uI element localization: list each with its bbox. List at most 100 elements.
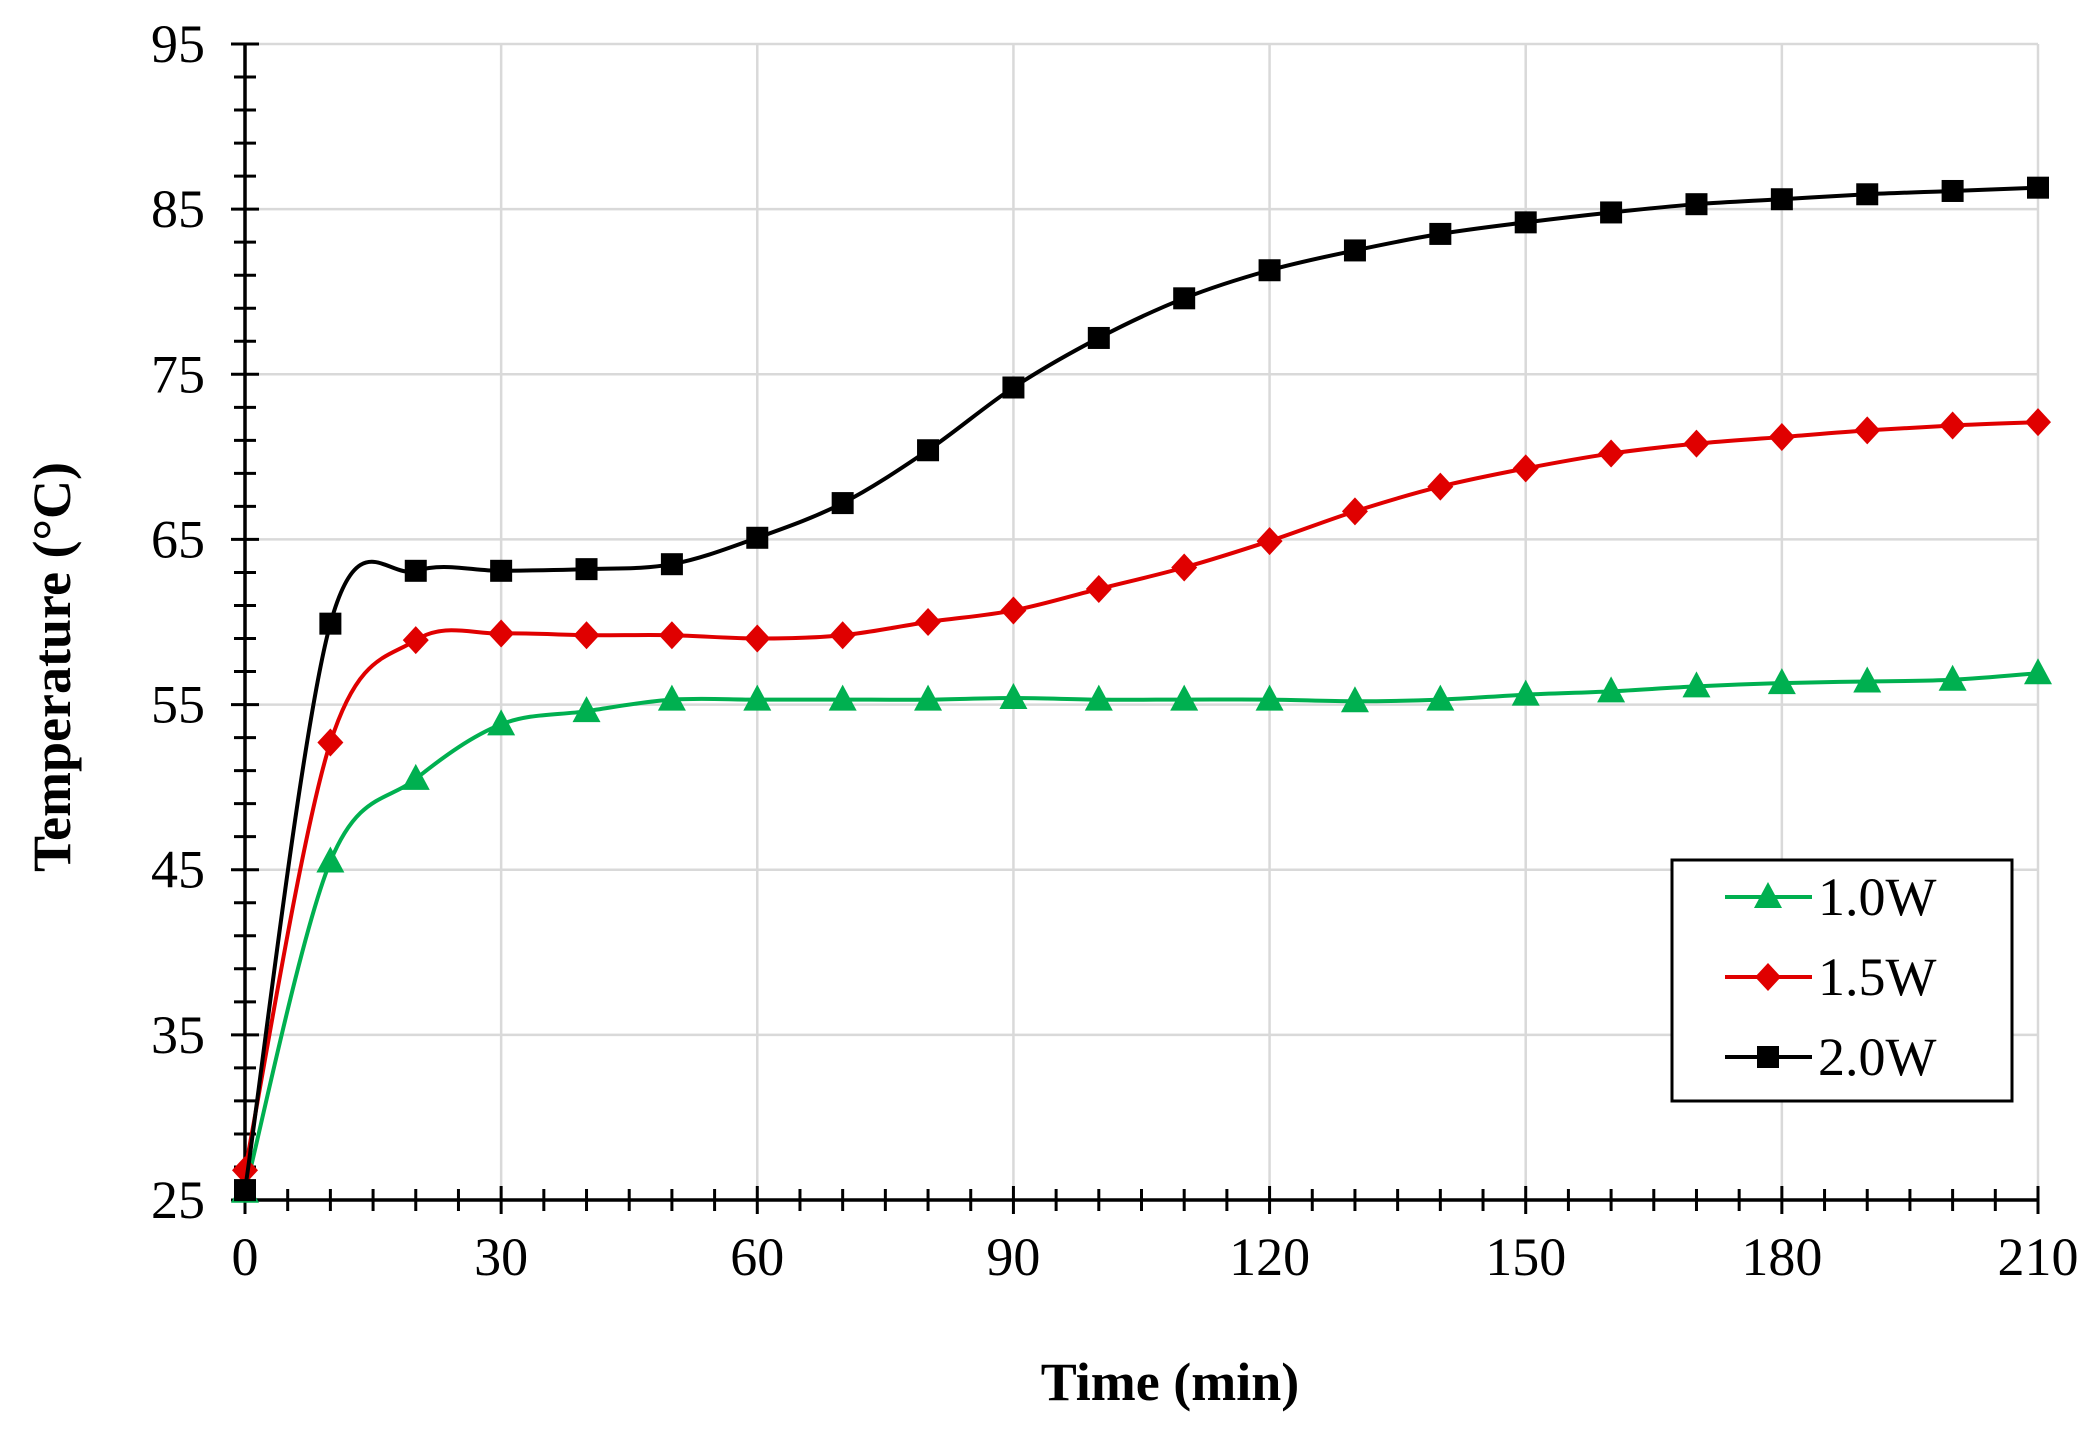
y-tick-label: 35 — [151, 1005, 205, 1065]
y-tick-label: 55 — [151, 675, 205, 735]
data-point-2-0w — [1941, 179, 1964, 202]
data-point-1-0w — [914, 684, 943, 711]
y-tick-label: 85 — [151, 179, 205, 239]
data-point-2-0w — [1856, 183, 1879, 206]
data-point-1-0w — [401, 763, 430, 790]
data-point-1-5w — [1427, 472, 1454, 501]
data-point-1-0w — [657, 684, 686, 711]
data-point-1-5w — [402, 626, 429, 655]
data-point-1-5w — [1171, 553, 1198, 582]
data-point-2-0w — [746, 526, 769, 549]
data-point-1-5w — [658, 621, 685, 650]
data-point-1-5w — [1000, 596, 1027, 625]
y-tick-label: 95 — [151, 14, 205, 74]
data-point-1-5w — [1683, 429, 1710, 458]
data-point-1-0w — [2024, 658, 2052, 685]
legend: 1.0W 1.5W 2.0W — [1670, 858, 2014, 1103]
legend-marker-1-5w — [1755, 963, 1781, 991]
series-line-2-0w — [243, 185, 2039, 1191]
data-point-2-0w — [2027, 176, 2049, 199]
legend-item-1-5w: 1.5W — [1725, 947, 1937, 1007]
data-point-1-5w — [573, 621, 600, 650]
data-point-2-0w — [1600, 201, 1623, 224]
legend-label-1-0w: 1.0W — [1818, 867, 1937, 927]
data-point-2-0w — [1002, 376, 1025, 399]
data-point-2-0w — [490, 559, 513, 582]
data-point-1-0w — [1853, 666, 1882, 693]
data-point-2-0w — [660, 553, 683, 576]
legend-item-2-0w: 2.0W — [1725, 1027, 1937, 1087]
data-point-1-0w — [828, 684, 857, 711]
data-point-1-0w — [1597, 676, 1626, 703]
legend-label-2-0w: 2.0W — [1818, 1027, 1937, 1087]
y-tick-label: 65 — [151, 509, 205, 569]
series-2-0w — [234, 176, 2049, 1202]
data-point-1-5w — [2025, 408, 2051, 437]
data-point-2-0w — [1343, 239, 1366, 262]
data-point-2-0w — [1685, 193, 1708, 216]
data-point-1-0w — [572, 696, 601, 723]
data-point-1-5w — [1085, 574, 1112, 603]
x-tick-label: 90 — [986, 1227, 1040, 1287]
grid-lines — [245, 42, 2040, 1200]
x-tick-label: 180 — [1741, 1227, 1822, 1287]
data-point-1-0w — [1938, 664, 1967, 691]
data-point-1-0w — [743, 684, 772, 711]
data-point-1-0w — [1682, 671, 1711, 698]
data-point-2-0w — [234, 1179, 256, 1202]
data-point-1-5w — [488, 619, 515, 648]
data-point-1-5w — [915, 608, 942, 636]
x-tick-label: 150 — [1485, 1227, 1566, 1287]
series-1-0w — [231, 658, 2052, 1203]
data-point-1-5w — [1768, 423, 1795, 452]
data-point-2-0w — [831, 492, 854, 515]
data-point-1-0w — [999, 682, 1028, 709]
data-point-1-0w — [1767, 668, 1796, 695]
data-point-1-0w — [1170, 684, 1199, 711]
x-tick-label: 210 — [1998, 1227, 2079, 1287]
legend-box — [1670, 858, 2014, 1103]
tick-labels: 0 30 60 90 120 150 180 210 25 35 45 55 65 75 85 95 — [151, 14, 2079, 1287]
legend-label-1-5w: 1.5W — [1818, 947, 1937, 1007]
data-point-1-5w — [232, 1156, 258, 1185]
data-point-1-5w — [1512, 454, 1539, 483]
data-point-1-0w — [487, 709, 516, 736]
y-tick-label: 75 — [151, 344, 205, 404]
series-1-5w — [232, 408, 2051, 1185]
data-point-2-0w — [1429, 222, 1452, 245]
y-tick-label: 45 — [151, 840, 205, 900]
data-point-1-5w — [317, 728, 344, 757]
data-point-1-5w — [1939, 411, 1966, 440]
data-point-2-0w — [404, 559, 427, 582]
data-point-2-0w — [1258, 259, 1281, 282]
data-point-2-0w — [1173, 287, 1196, 310]
x-tick-label: 120 — [1229, 1227, 1310, 1287]
data-point-1-0w — [316, 846, 345, 873]
data-point-1-0w — [1084, 684, 1113, 711]
x-tick-label: 0 — [232, 1227, 259, 1287]
data-point-2-0w — [1514, 211, 1537, 234]
y-tick-label: 25 — [151, 1170, 205, 1230]
data-point-1-0w — [1255, 684, 1284, 711]
data-point-1-5w — [1256, 527, 1283, 556]
data-point-2-0w — [319, 612, 342, 635]
x-tick-label: 60 — [730, 1227, 784, 1287]
data-point-1-0w — [1426, 684, 1455, 711]
data-point-1-5w — [1598, 439, 1625, 468]
data-point-2-0w — [917, 439, 940, 462]
data-point-1-0w — [1511, 679, 1540, 706]
legend-marker-1-0w — [1754, 882, 1782, 908]
data-point-1-5w — [829, 621, 856, 650]
series-group — [231, 176, 2052, 1203]
legend-item-1-0w: 1.0W — [1725, 867, 1937, 927]
data-point-2-0w — [1770, 188, 1793, 211]
data-point-2-0w — [575, 558, 598, 581]
x-tick-label: 30 — [474, 1227, 528, 1287]
data-point-1-5w — [744, 624, 771, 653]
legend-marker-2-0w — [1757, 1046, 1779, 1068]
y-axis-title: Temperature (°C) — [22, 462, 82, 872]
x-axis-title: Time (min) — [1041, 1352, 1299, 1412]
data-point-1-5w — [1341, 497, 1368, 526]
data-point-2-0w — [1087, 326, 1110, 349]
